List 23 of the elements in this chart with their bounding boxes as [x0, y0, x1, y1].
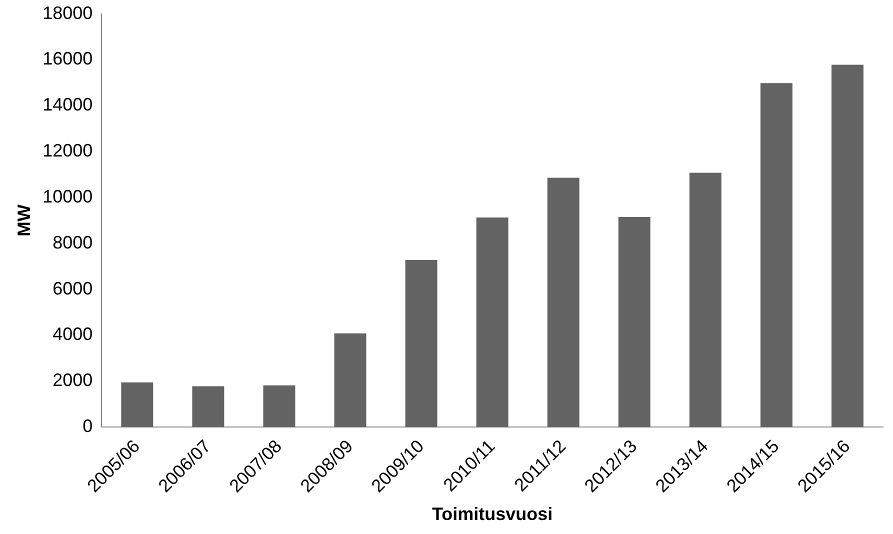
y-tick-label: 0: [82, 416, 93, 436]
bar: [263, 385, 296, 428]
bar: [476, 217, 508, 428]
bar: [405, 260, 438, 428]
y-tick-label: 10000: [42, 186, 93, 206]
x-axis-title: Toimitusvuosi: [432, 504, 553, 524]
y-tick-label: 2000: [52, 370, 93, 390]
y-tick-label: 6000: [52, 278, 93, 298]
y-tick-label: 12000: [42, 140, 93, 161]
bar: [547, 178, 580, 428]
bar: [121, 382, 154, 428]
y-tick-label: 18000: [42, 2, 93, 23]
y-tick-label: 8000: [52, 232, 93, 252]
y-axis-title: MW: [14, 204, 34, 236]
bar: [618, 217, 650, 428]
bar: [334, 333, 366, 428]
y-tick-label: 16000: [42, 48, 93, 69]
bar: [192, 386, 224, 428]
bar: [689, 172, 722, 428]
y-tick-label: 14000: [42, 94, 93, 115]
y-tick-label: 4000: [52, 324, 93, 344]
bar: [832, 64, 864, 428]
bar: [760, 83, 792, 428]
